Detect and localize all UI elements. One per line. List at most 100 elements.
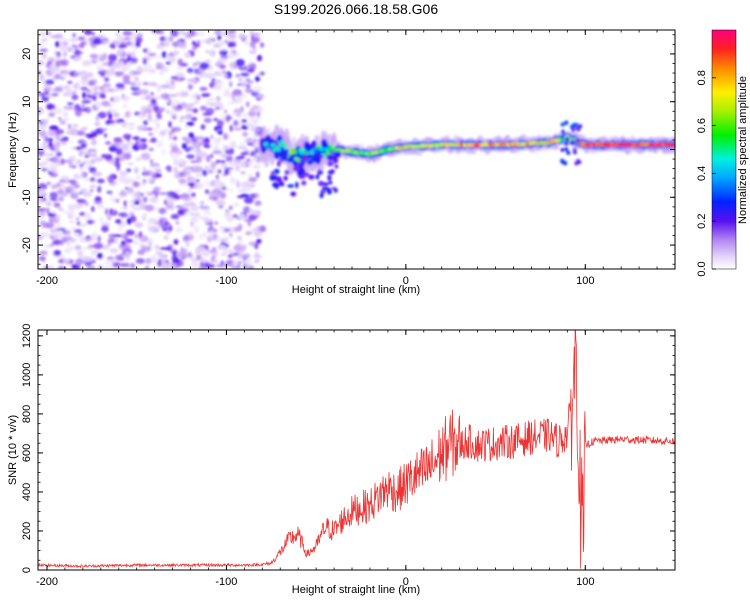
noise-speckle	[77, 191, 85, 195]
noise-speckle	[244, 87, 252, 94]
noise-speckle	[168, 36, 174, 42]
noise-speckle	[118, 175, 127, 183]
noise-speckle	[97, 111, 107, 119]
noise-speckle	[249, 41, 256, 48]
transition-blob	[289, 154, 296, 159]
noise-speckle	[234, 96, 243, 104]
noise-speckle	[80, 41, 85, 49]
noise-speckle	[171, 103, 176, 110]
noise-speckle	[168, 191, 179, 199]
noise-speckle	[85, 89, 92, 93]
noise-speckle	[113, 137, 123, 143]
noise-speckle	[45, 207, 50, 215]
noise-speckle	[169, 52, 174, 57]
y-tick-label: 0	[21, 146, 33, 152]
noise-speckle	[201, 169, 208, 177]
noise-speckle	[149, 159, 154, 164]
transition-blob	[292, 165, 300, 172]
noise-speckle	[96, 252, 103, 259]
noise-speckle	[48, 216, 54, 224]
noise-speckle	[48, 198, 59, 202]
noise-speckle	[50, 62, 57, 68]
noise-speckle	[101, 244, 110, 250]
transition-blob	[332, 157, 339, 164]
noise-speckle	[107, 123, 117, 127]
noise-speckle	[53, 146, 60, 153]
noise-speckle	[58, 117, 62, 120]
noise-speckle	[131, 92, 141, 96]
noise-speckle	[46, 202, 52, 207]
noise-speckle	[73, 175, 81, 179]
noise-speckle	[137, 125, 143, 132]
noise-speckle	[219, 58, 227, 64]
noise-speckle	[252, 210, 262, 216]
noise-speckle	[170, 152, 180, 160]
noise-speckle	[253, 38, 259, 44]
noise-speckle	[242, 131, 249, 137]
noise-speckle	[216, 119, 224, 128]
noise-speckle	[159, 36, 167, 42]
noise-speckle	[104, 76, 110, 83]
noise-speckle	[235, 58, 245, 67]
noise-speckle	[232, 214, 238, 218]
noise-speckle	[125, 111, 130, 118]
noise-speckle	[186, 146, 194, 150]
noise-speckle	[208, 102, 216, 107]
noise-speckle	[45, 79, 55, 85]
ridge-core	[301, 148, 307, 153]
noise-speckle	[129, 178, 135, 184]
noise-speckle	[184, 136, 191, 140]
noise-speckle	[77, 250, 84, 258]
noise-speckle	[87, 237, 98, 243]
noise-speckle	[38, 188, 46, 196]
noise-speckle	[177, 251, 186, 258]
noise-speckle	[229, 124, 233, 132]
noise-speckle	[69, 73, 77, 77]
noise-speckle	[49, 191, 59, 200]
noise-speckle	[204, 189, 210, 194]
noise-speckle	[224, 228, 231, 233]
noise-speckle	[82, 91, 86, 99]
spectrogram-y-ticks: -20 -10 0 10 20	[21, 34, 675, 265]
noise-speckle	[219, 64, 226, 70]
noise-speckle	[74, 184, 81, 189]
noise-speckle	[38, 162, 41, 166]
noise-speckle	[132, 80, 142, 88]
noise-speckle	[40, 162, 50, 165]
noise-speckle	[64, 186, 74, 193]
noise-speckle	[75, 258, 83, 266]
noise-speckle	[81, 172, 85, 179]
noise-speckle	[224, 109, 228, 114]
noise-speckle	[171, 126, 176, 134]
noise-speckle	[118, 212, 128, 217]
noise-speckle	[238, 239, 243, 243]
noise-speckle	[217, 169, 222, 174]
noise-speckle	[78, 150, 83, 157]
noise-speckle	[99, 87, 107, 95]
noise-speckle	[47, 265, 55, 269]
transition-blob	[327, 174, 332, 181]
noise-speckle	[116, 50, 123, 57]
noise-speckle	[68, 220, 77, 224]
noise-speckle	[38, 107, 44, 115]
noise-speckle	[139, 111, 145, 115]
noise-speckle	[107, 119, 115, 124]
noise-speckle	[260, 42, 265, 48]
noise-speckle	[239, 161, 247, 169]
noise-speckle	[108, 109, 112, 113]
noise-speckle	[120, 222, 127, 228]
noise-speckle	[55, 41, 60, 48]
noise-speckle	[92, 171, 103, 177]
noise-speckle	[159, 45, 165, 51]
noise-speckle	[211, 139, 221, 146]
noise-speckle	[156, 113, 163, 120]
transition-blob	[284, 169, 290, 175]
noise-speckle	[164, 246, 172, 251]
noise-speckle	[189, 102, 195, 108]
noise-speckle	[113, 234, 123, 238]
noise-speckle	[39, 74, 45, 81]
noise-speckle	[89, 177, 96, 182]
noise-speckle	[229, 187, 233, 194]
noise-speckle	[127, 186, 134, 192]
noise-speckle	[170, 213, 180, 220]
